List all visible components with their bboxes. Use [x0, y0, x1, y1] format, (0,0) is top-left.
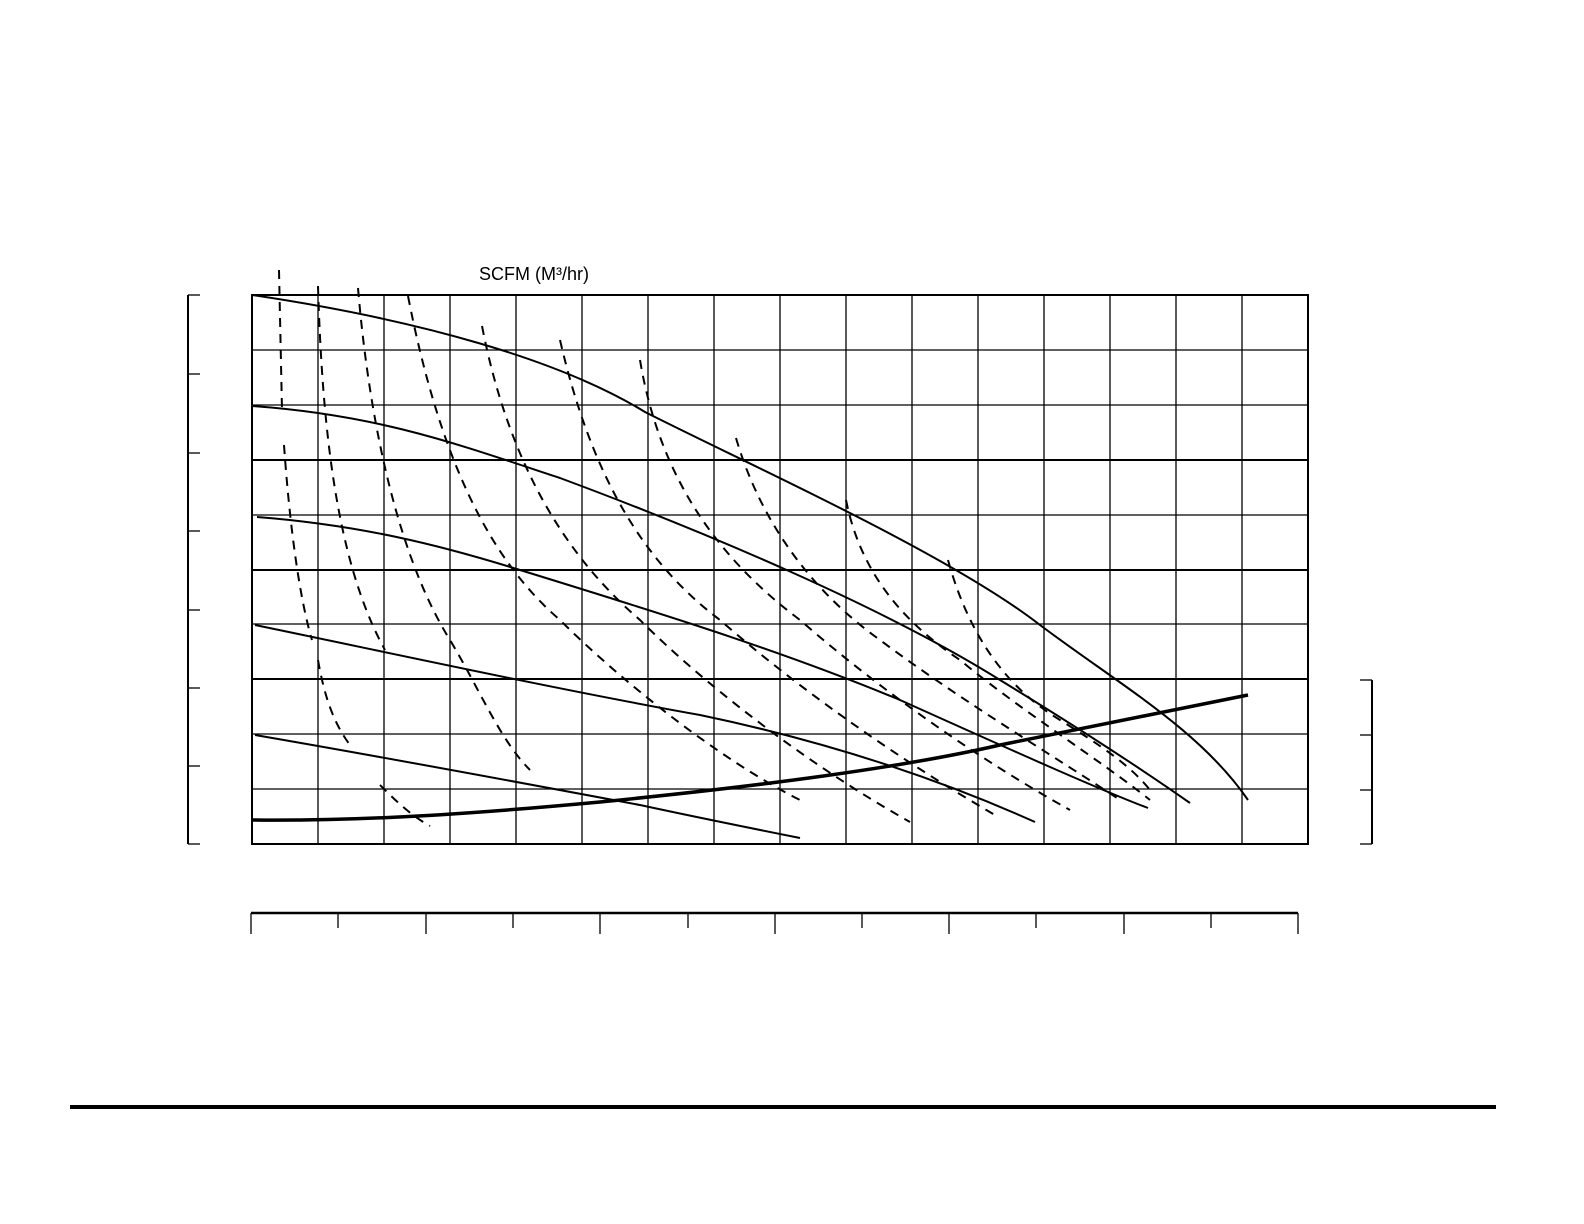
bottom-axis: [250, 911, 1299, 934]
head-curves: [251, 294, 1249, 839]
right-axis: [1360, 679, 1373, 845]
axis-label: SCFM (M³/hr): [479, 264, 589, 284]
left-axis: [187, 294, 200, 845]
efficiency-curves: [278, 269, 1151, 827]
